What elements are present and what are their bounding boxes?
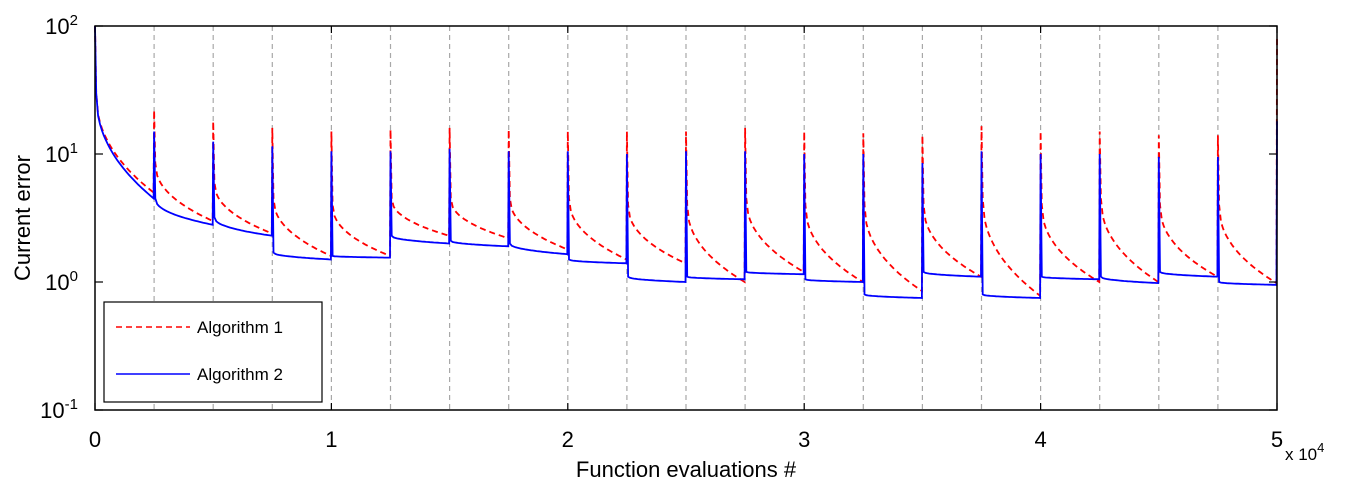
x-tick-label: 0 bbox=[89, 427, 101, 452]
x-multiplier: x 104 bbox=[1285, 440, 1324, 464]
x-tick-label: 2 bbox=[562, 427, 574, 452]
axis-ticks: 0 1 2 3 4 5 10-1 100 101 102 bbox=[40, 12, 1283, 452]
y-tick-label: 102 bbox=[45, 12, 78, 39]
series-line-algorithm-1 bbox=[94, 25, 1278, 298]
y-tick-label: 101 bbox=[45, 140, 78, 167]
series-lines bbox=[94, 25, 1278, 299]
series-line-algorithm-2 bbox=[94, 25, 1278, 299]
x-tick-label: 5 bbox=[1271, 427, 1283, 452]
y-tick-label: 10-1 bbox=[40, 396, 78, 423]
plot-frame bbox=[94, 25, 1278, 411]
y-tick-label: 100 bbox=[45, 268, 78, 295]
legend: Algorithm 1 Algorithm 2 bbox=[103, 301, 323, 403]
x-tick-label: 4 bbox=[1034, 427, 1046, 452]
x-axis-title: Function evaluations # bbox=[576, 457, 797, 482]
x-tick-label: 1 bbox=[325, 427, 337, 452]
y-axis-title: Current error bbox=[10, 155, 35, 281]
legend-label-algorithm-1: Algorithm 1 bbox=[197, 318, 283, 337]
x-tick-label: 3 bbox=[798, 427, 810, 452]
legend-label-algorithm-2: Algorithm 2 bbox=[197, 365, 283, 384]
legend-box bbox=[103, 301, 323, 403]
